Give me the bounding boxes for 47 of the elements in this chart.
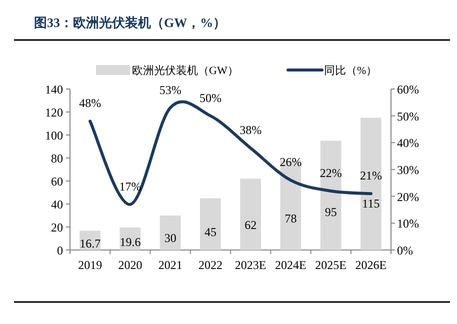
y-tick-label: 40 xyxy=(51,198,63,212)
data-label: 17% xyxy=(119,179,142,194)
data-label: 50% xyxy=(199,90,222,105)
y-tick-label: 100 xyxy=(45,128,63,142)
y-tick-label: 20 xyxy=(51,220,63,234)
x-tick-label: 2025E xyxy=(315,258,346,272)
x-tick-label: 2024E xyxy=(275,258,306,272)
data-label: 26% xyxy=(280,155,302,170)
data-label: 62 xyxy=(244,218,257,232)
x-tick-label: 2023E xyxy=(234,258,266,272)
legend-label: 同比（%） xyxy=(324,64,378,77)
x-tick-label: 2020 xyxy=(118,258,142,272)
data-label: 53% xyxy=(159,82,182,97)
x-tick-label: 2019 xyxy=(78,258,102,272)
y2-tick-label: 60% xyxy=(397,82,419,96)
y-tick-label: 140 xyxy=(45,82,63,96)
data-label: 22% xyxy=(320,166,342,180)
bar xyxy=(240,178,261,250)
data-label: 48% xyxy=(79,96,102,110)
data-label: 16.7 xyxy=(80,236,101,250)
data-label: 115 xyxy=(362,196,380,211)
y-tick-label: 80 xyxy=(51,152,63,166)
bar xyxy=(200,198,221,250)
bar xyxy=(360,118,382,250)
data-label: 78 xyxy=(284,212,297,226)
bar xyxy=(320,140,342,250)
y-tick-label: 120 xyxy=(45,106,63,120)
data-label: 19.6 xyxy=(120,235,141,250)
data-label: 30 xyxy=(164,230,176,245)
legend-label: 欧洲光伏装机（GW） xyxy=(132,64,238,77)
y2-tick-label: 40% xyxy=(397,136,419,150)
y2-tick-label: 30% xyxy=(397,163,419,177)
y2-tick-label: 50% xyxy=(397,109,419,124)
x-tick-label: 2021 xyxy=(158,258,182,272)
data-label: 95 xyxy=(324,204,337,219)
data-label: 45 xyxy=(204,224,216,239)
y-tick-label: 60 xyxy=(51,174,63,188)
x-tick-label: 2022 xyxy=(198,258,222,272)
bar xyxy=(160,216,181,250)
y2-tick-label: 20% xyxy=(397,190,419,204)
y-tick-label: 0 xyxy=(57,244,63,258)
data-label: 21% xyxy=(360,168,382,183)
chart-title: 图33：欧洲光伏装机（GW，%） xyxy=(34,15,226,30)
x-tick-label: 2026E xyxy=(355,258,387,272)
data-label: 38% xyxy=(240,123,262,138)
y2-tick-label: 10% xyxy=(397,216,419,231)
y2-tick-label: 0% xyxy=(397,244,413,258)
